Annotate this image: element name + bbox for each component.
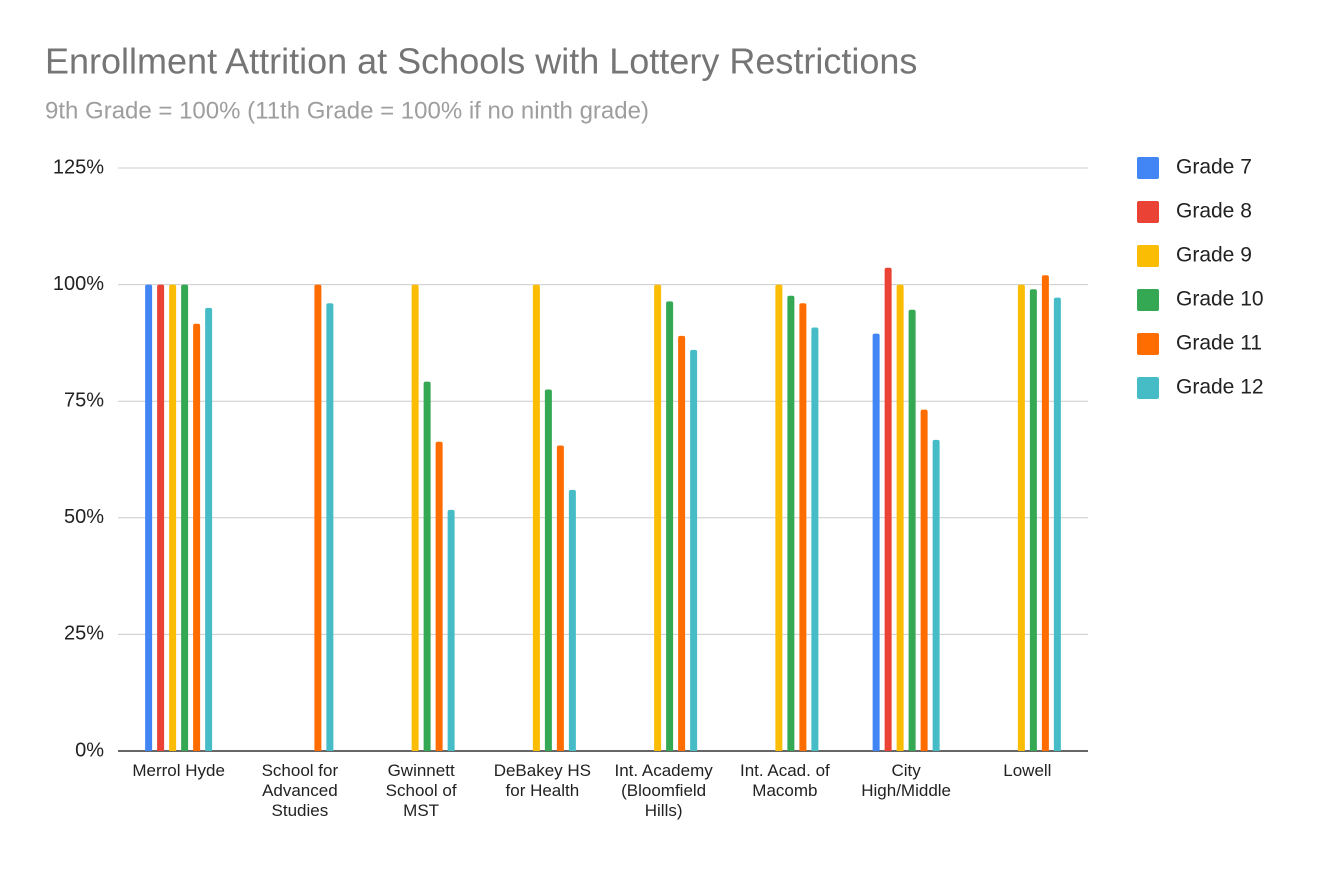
x-tick-label: Gwinnett School of MST xyxy=(385,761,457,820)
bar xyxy=(314,284,322,751)
bar xyxy=(447,509,455,751)
bar xyxy=(896,284,904,751)
legend-swatch xyxy=(1137,245,1159,267)
legend-label: Grade 11 xyxy=(1176,332,1262,355)
bar xyxy=(932,439,940,751)
bar xyxy=(872,333,880,751)
bar xyxy=(884,267,892,751)
bar xyxy=(920,409,928,751)
bar xyxy=(556,445,564,751)
bar xyxy=(690,349,698,751)
x-tick-label: City High/Middle xyxy=(861,761,951,800)
bar xyxy=(775,284,783,751)
bar xyxy=(193,323,201,751)
chart-title: Enrollment Attrition at Schools with Lot… xyxy=(45,41,917,82)
bar xyxy=(654,284,662,751)
bar xyxy=(1017,284,1025,751)
y-tick-label: 50% xyxy=(64,506,104,528)
bar xyxy=(169,284,177,751)
bar xyxy=(568,489,576,751)
legend-swatch xyxy=(1137,289,1159,311)
legend-label: Grade 12 xyxy=(1176,376,1264,399)
legend-label: Grade 10 xyxy=(1176,288,1264,311)
y-tick-label: 75% xyxy=(64,389,104,411)
bar xyxy=(678,335,686,751)
x-tick-label: Int. Academy (Bloomfield Hills) xyxy=(614,761,713,820)
x-tick-label: Lowell xyxy=(1003,761,1052,780)
bar xyxy=(1029,289,1037,751)
bar xyxy=(205,307,213,751)
x-tick-label: School for Advanced Studies xyxy=(261,761,339,820)
y-tick-label: 25% xyxy=(64,623,104,645)
bar xyxy=(787,295,795,751)
y-tick-label: 125% xyxy=(53,156,104,178)
bar xyxy=(544,389,552,751)
bar xyxy=(411,284,419,751)
bar xyxy=(145,284,153,751)
x-tick-label: Int. Acad. of Macomb xyxy=(739,761,830,800)
x-tick-label: Merrol Hyde xyxy=(132,761,225,780)
bar xyxy=(666,301,674,751)
bar xyxy=(157,284,165,751)
bar xyxy=(908,309,916,751)
bar xyxy=(435,441,443,751)
y-tick-label: 0% xyxy=(75,739,104,761)
legend-swatch xyxy=(1137,377,1159,399)
x-tick-label: DeBakey HS for Health xyxy=(493,761,592,800)
bar xyxy=(181,284,189,751)
y-tick-label: 100% xyxy=(53,273,104,295)
bar xyxy=(532,284,540,751)
legend-swatch xyxy=(1137,201,1159,223)
legend-label: Grade 9 xyxy=(1176,244,1252,267)
legend-label: Grade 7 xyxy=(1176,156,1252,179)
bar xyxy=(423,381,431,751)
chart-subtitle: 9th Grade = 100% (11th Grade = 100% if n… xyxy=(45,97,649,124)
legend-swatch xyxy=(1137,333,1159,355)
legend-label: Grade 8 xyxy=(1176,200,1252,223)
bar xyxy=(1041,275,1049,751)
bar xyxy=(811,327,819,751)
legend-swatch xyxy=(1137,157,1159,179)
bar xyxy=(1053,297,1061,751)
bar xyxy=(326,303,334,751)
bar xyxy=(799,303,807,751)
